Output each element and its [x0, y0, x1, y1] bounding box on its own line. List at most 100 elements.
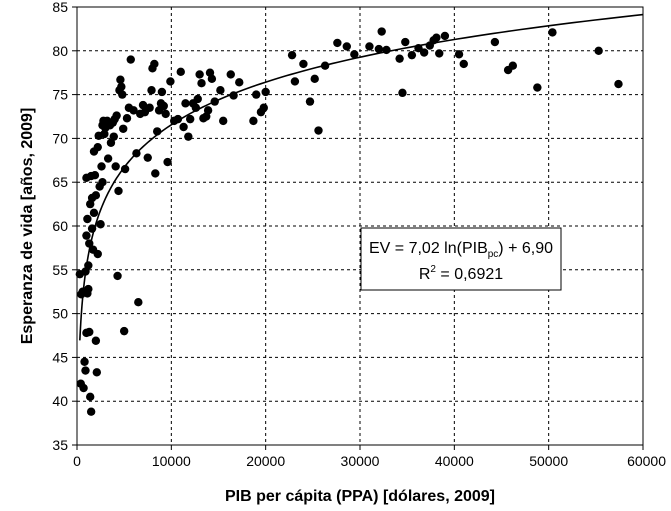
data-point	[112, 111, 121, 120]
x-tick-label: 0	[73, 453, 81, 469]
data-point	[80, 357, 89, 366]
data-point	[143, 153, 152, 162]
gridlines	[77, 7, 643, 445]
data-point	[81, 366, 90, 375]
data-point	[548, 28, 557, 37]
data-point	[454, 50, 464, 59]
data-point	[305, 97, 315, 106]
y-tick-label: 50	[52, 306, 68, 322]
data-point	[407, 50, 417, 60]
trendline	[79, 13, 644, 341]
y-tick-label: 45	[52, 349, 68, 365]
data-point	[365, 42, 374, 51]
data-point	[86, 392, 95, 402]
data-point	[145, 103, 154, 112]
data-point	[226, 70, 235, 79]
x-tick-label: 40000	[435, 453, 474, 469]
data-point	[82, 173, 91, 183]
data-point	[419, 48, 429, 57]
y-tick-label: 35	[52, 437, 68, 453]
data-point	[109, 132, 118, 141]
data-point	[85, 327, 94, 337]
x-tick-label: 10000	[152, 453, 191, 469]
data-point	[252, 90, 261, 99]
y-tick-label: 75	[52, 87, 68, 103]
data-point	[93, 142, 102, 152]
data-point	[116, 75, 125, 84]
data-point	[159, 101, 168, 111]
y-tick-label: 85	[52, 0, 68, 15]
data-point	[117, 82, 126, 91]
data-point	[161, 109, 170, 119]
data-point	[97, 162, 106, 171]
x-tick-label: 30000	[341, 453, 380, 469]
data-point	[150, 59, 159, 69]
data-point	[138, 100, 148, 110]
data-point	[157, 87, 167, 97]
data-point	[181, 99, 190, 108]
y-axis-title: Esperanza de vida [años, 2009]	[19, 108, 36, 345]
x-axis-title: PIB per cápita (PPA) [dólares, 2009]	[225, 488, 495, 505]
data-point	[166, 77, 175, 86]
data-point	[92, 368, 102, 377]
data-point	[93, 249, 102, 259]
data-point	[490, 37, 500, 47]
data-point	[122, 114, 132, 123]
data-point	[119, 326, 129, 336]
data-point	[119, 124, 128, 133]
data-point	[86, 407, 96, 416]
x-tick-label: 60000	[627, 453, 666, 469]
data-point	[111, 162, 120, 171]
data-point	[207, 74, 217, 84]
data-point	[113, 271, 122, 281]
data-point	[203, 106, 213, 115]
x-tick-label: 50000	[529, 453, 568, 469]
data-point	[103, 154, 113, 163]
trendline-equation-box: EV = 7,02 ln(PIBpc) + 6,90 R2 = 0,6921	[360, 227, 562, 291]
data-point	[118, 90, 127, 99]
y-tick-label: 65	[52, 174, 68, 190]
data-point	[290, 77, 300, 86]
data-point	[333, 38, 342, 48]
data-point	[377, 27, 386, 36]
data-point	[126, 55, 135, 64]
data-point	[374, 44, 384, 54]
data-point	[395, 54, 404, 63]
data-point	[508, 61, 518, 70]
data-point	[82, 231, 91, 240]
equation-line-2: R2 = 0,6921	[419, 264, 503, 283]
data-point	[186, 114, 195, 124]
data-point	[614, 79, 623, 89]
data-point	[459, 59, 468, 69]
data-point	[147, 86, 156, 95]
data-point	[435, 49, 444, 58]
data-point	[184, 132, 193, 141]
data-point	[401, 37, 410, 47]
data-point	[440, 31, 450, 41]
equation-line-1: EV = 7,02 ln(PIBpc) + 6,90	[369, 240, 553, 260]
data-points	[75, 27, 623, 416]
data-point	[98, 178, 107, 187]
data-point	[197, 79, 206, 88]
data-point	[129, 106, 138, 115]
data-point	[134, 298, 143, 307]
data-point	[176, 67, 185, 77]
data-point	[259, 103, 268, 112]
y-tick-label: 55	[52, 262, 68, 278]
data-point	[287, 50, 297, 60]
x-tick-label: 20000	[246, 453, 285, 469]
data-point	[96, 220, 105, 229]
data-point	[350, 50, 359, 59]
data-point	[398, 88, 407, 98]
data-point	[83, 214, 92, 224]
data-point	[151, 169, 160, 178]
data-point	[79, 383, 88, 393]
data-point	[261, 87, 270, 97]
data-point	[193, 94, 202, 104]
data-point	[310, 74, 319, 84]
data-point	[114, 186, 123, 196]
data-point	[163, 157, 172, 167]
data-point	[235, 78, 244, 87]
data-point	[432, 33, 441, 42]
data-point	[594, 46, 603, 55]
